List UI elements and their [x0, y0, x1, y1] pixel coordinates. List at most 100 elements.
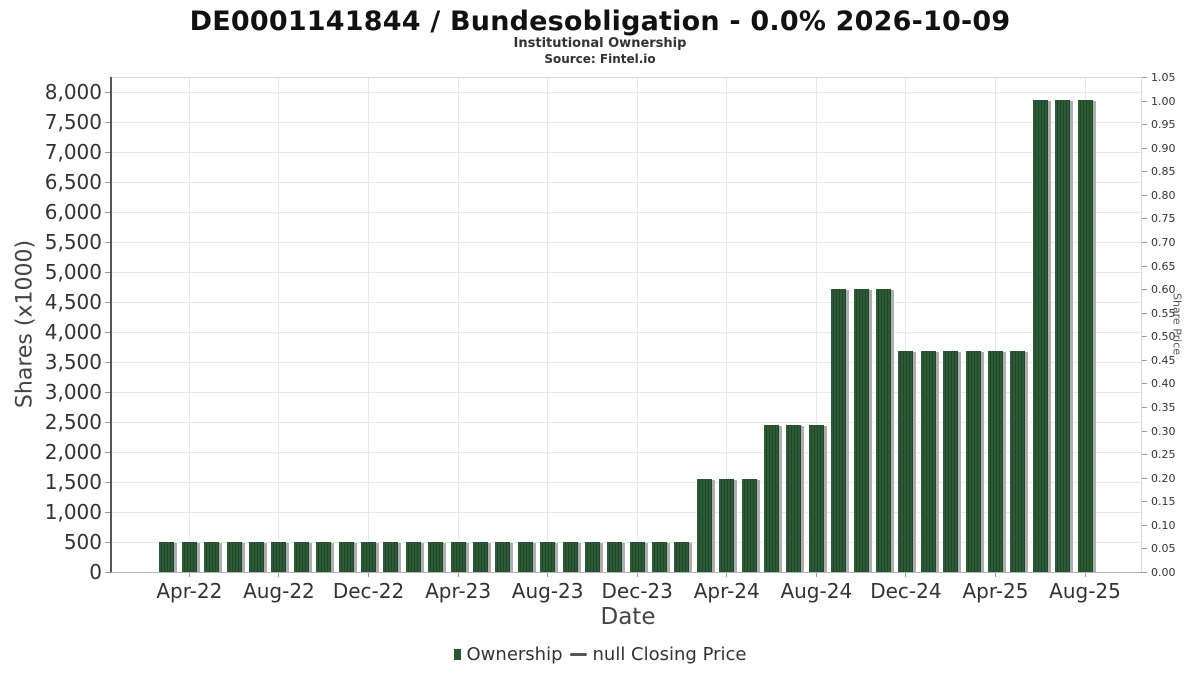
- ownership-bar[interactable]: [607, 542, 623, 572]
- y-axis-left-tick-label: 3,000: [44, 380, 102, 404]
- ownership-bar[interactable]: [293, 542, 309, 572]
- y-right-tick-mark: [1141, 359, 1147, 361]
- y-right-tick-mark: [1141, 194, 1147, 196]
- h-gridline: [111, 181, 1141, 183]
- y-right-tick-mark: [1141, 477, 1147, 479]
- ownership-bar[interactable]: [987, 350, 1003, 572]
- ownership-bar[interactable]: [271, 542, 287, 572]
- y-axis-left-tick-label: 7,500: [44, 110, 102, 134]
- ownership-bar[interactable]: [719, 479, 735, 572]
- y-right-tick-mark: [1141, 218, 1147, 220]
- y-axis-right-tick-label: 0.50: [1151, 330, 1176, 344]
- y-axis-left-tick-label: 1,500: [44, 470, 102, 494]
- ownership-bar[interactable]: [428, 542, 444, 572]
- x-axis-title: Date: [600, 604, 656, 630]
- y-right-tick-mark: [1141, 265, 1147, 267]
- y-axis-left-tick-label: 5,500: [44, 230, 102, 254]
- ownership-bar[interactable]: [808, 425, 824, 572]
- y-axis-right-tick-label: 0.45: [1151, 353, 1176, 367]
- y-axis-left-tick-label: 3,500: [44, 350, 102, 374]
- y-right-tick-mark: [1141, 501, 1147, 503]
- ownership-bar[interactable]: [472, 542, 488, 572]
- y-right-tick-mark: [1141, 289, 1147, 291]
- v-gridline: [547, 77, 549, 572]
- ownership-bar[interactable]: [338, 542, 354, 572]
- y-right-tick-mark: [1141, 124, 1147, 126]
- ownership-bar[interactable]: [159, 542, 175, 572]
- ownership-bar[interactable]: [965, 350, 981, 572]
- ownership-square-marker-icon: [453, 649, 461, 660]
- ownership-bar[interactable]: [741, 479, 757, 572]
- y-left-tick-mark: [105, 362, 111, 363]
- x-tick-mark: [278, 572, 280, 577]
- ownership-bar[interactable]: [562, 542, 578, 572]
- ownership-bar[interactable]: [249, 542, 265, 572]
- y-left-tick-mark: [105, 542, 111, 543]
- v-gridline: [188, 77, 190, 572]
- x-tick-mark: [368, 572, 369, 577]
- ownership-bar[interactable]: [1077, 100, 1093, 572]
- y-axis-right-tick-label: 0.70: [1151, 236, 1176, 249]
- ownership-bar[interactable]: [181, 542, 197, 572]
- x-axis-tick-label: Apr-23: [425, 579, 492, 603]
- y-left-tick-mark: [105, 332, 111, 333]
- h-gridline: [111, 211, 1141, 213]
- ownership-bar[interactable]: [405, 542, 421, 572]
- ownership-bar[interactable]: [584, 542, 600, 572]
- y-axis-right-tick-label: 0.80: [1151, 188, 1176, 202]
- y-right-tick-mark: [1141, 336, 1147, 338]
- ownership-bar[interactable]: [920, 350, 936, 572]
- y-right-tick-mark: [1141, 572, 1147, 573]
- ownership-bar[interactable]: [786, 425, 802, 572]
- ownership-bar[interactable]: [450, 542, 466, 572]
- ownership-bar[interactable]: [898, 350, 914, 572]
- y-left-tick-mark: [105, 422, 111, 423]
- y-axis-left-line: [110, 77, 112, 573]
- y-axis-right-tick-label: 1.00: [1151, 94, 1176, 108]
- h-gridline: [111, 361, 1141, 363]
- legend-item-ownership[interactable]: Ownership: [453, 644, 563, 665]
- ownership-bar[interactable]: [943, 350, 959, 572]
- x-tick-mark: [457, 572, 459, 577]
- ownership-bar[interactable]: [853, 288, 869, 572]
- ownership-bar[interactable]: [674, 542, 690, 572]
- legend-item-closing-price[interactable]: null Closing Price: [569, 644, 746, 665]
- ownership-bar[interactable]: [764, 425, 780, 572]
- ownership-bar[interactable]: [383, 542, 399, 572]
- ownership-bar[interactable]: [876, 288, 891, 572]
- h-gridline: [111, 151, 1141, 153]
- ownership-bar[interactable]: [361, 542, 376, 572]
- ownership-bar[interactable]: [1055, 100, 1071, 572]
- ownership-bar[interactable]: [831, 288, 847, 572]
- ownership-bar[interactable]: [1032, 100, 1048, 572]
- ownership-bar[interactable]: [696, 479, 712, 572]
- ownership-bar[interactable]: [226, 542, 242, 572]
- ownership-bar[interactable]: [517, 542, 533, 572]
- y-axis-right-tick-label: 0.30: [1151, 424, 1176, 438]
- h-gridline: [111, 301, 1141, 303]
- y-left-tick-mark: [105, 182, 111, 183]
- v-gridline: [726, 77, 728, 572]
- y-axis-left-tick-label: 4,500: [44, 290, 102, 314]
- ownership-bar[interactable]: [1010, 350, 1026, 572]
- ownership-bar[interactable]: [495, 542, 511, 572]
- h-gridline: [111, 331, 1141, 333]
- ownership-bar[interactable]: [629, 542, 645, 572]
- ownership-bar[interactable]: [652, 542, 668, 572]
- y-axis-right-tick-label: 0.75: [1151, 212, 1176, 226]
- chart-source-label: Source: Fintel.io: [544, 52, 656, 66]
- ownership-bar[interactable]: [204, 542, 220, 572]
- ownership-bar[interactable]: [316, 542, 332, 572]
- y-left-tick-mark: [105, 92, 111, 93]
- v-gridline: [815, 77, 817, 572]
- x-axis-tick-label: Aug-25: [1049, 579, 1121, 603]
- x-tick-mark: [547, 572, 549, 577]
- y-axis-right-tick-label: 0.60: [1151, 283, 1176, 297]
- v-gridline: [636, 77, 638, 572]
- y-axis-right-tick-label: 0.40: [1151, 377, 1176, 391]
- ownership-bar[interactable]: [540, 542, 556, 572]
- y-axis-left-tick-label: 8,000: [44, 80, 102, 104]
- y-axis-right-tick-label: 0.90: [1151, 141, 1176, 155]
- h-gridline: [111, 91, 1141, 93]
